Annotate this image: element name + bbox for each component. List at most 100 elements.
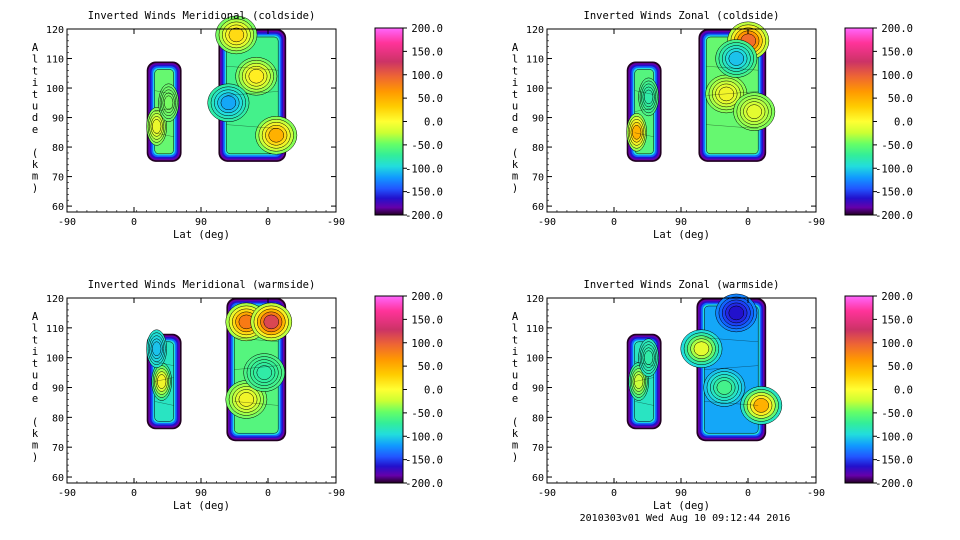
colorbar-label: 100.0 — [881, 338, 913, 350]
contour-line — [704, 337, 759, 343]
colorbar-label: -50.0 — [881, 140, 913, 152]
contour-line — [634, 132, 654, 137]
contour-cell — [228, 27, 245, 43]
y-tick-label: 100 — [46, 354, 64, 365]
x-tick-label: 0 — [131, 217, 137, 228]
colorbar-label: 50.0 — [418, 93, 443, 105]
chart-title: Inverted Winds Meridional (warmside) — [88, 279, 316, 291]
contour-cell — [164, 95, 174, 111]
y-tick-label: 90 — [532, 114, 544, 125]
contour-region — [680, 293, 783, 442]
plot-frame — [66, 297, 337, 484]
contour-line — [704, 401, 759, 406]
x-tick-label: 90 — [675, 488, 687, 499]
colorbar-label: 200.0 — [881, 23, 913, 35]
colorbar-label: 50.0 — [888, 361, 913, 373]
contour-cell — [157, 374, 167, 389]
contour-cell — [248, 68, 265, 84]
contour-cell — [716, 380, 733, 395]
contour-line — [706, 124, 759, 129]
y-tick-label: 70 — [532, 173, 544, 184]
colorbar-label: 200.0 — [881, 291, 913, 303]
x-tick-label: -90 — [538, 217, 556, 228]
contour-region — [207, 15, 298, 162]
y-tick-label: 110 — [46, 55, 64, 66]
x-tick-label: 0 — [131, 488, 137, 499]
colorbar-label: -100.0 — [405, 431, 443, 443]
contour-line — [634, 401, 654, 406]
contour-line — [704, 365, 759, 370]
contour-line — [634, 377, 654, 382]
x-tick-label: 90 — [195, 488, 207, 499]
x-tick-label: 90 — [195, 217, 207, 228]
colorbar-label: 200.0 — [411, 23, 443, 35]
contour-line — [226, 91, 279, 96]
colorbar-label: 100.0 — [881, 70, 913, 82]
colorbar-label: 150.0 — [881, 314, 913, 326]
contour-cell — [634, 374, 644, 389]
y-tick-label: 120 — [46, 294, 64, 305]
contour-line — [154, 107, 174, 112]
colorbar — [374, 295, 404, 484]
contour-region — [146, 61, 182, 162]
y-tick-label: 80 — [532, 143, 544, 154]
y-tick-label: 90 — [52, 384, 64, 395]
contour-line — [706, 91, 759, 96]
plot-frame — [546, 297, 817, 484]
x-tick-label: 0 — [745, 488, 751, 499]
x-tick-label: -90 — [58, 217, 76, 228]
y-tick-label: 90 — [52, 114, 64, 125]
contour-line — [154, 90, 174, 95]
x-axis-label: Lat (deg) — [173, 500, 230, 512]
x-tick-label: -90 — [327, 217, 345, 228]
contour-line — [634, 107, 654, 112]
contour-line — [154, 132, 174, 137]
x-axis-label: Lat (deg) — [173, 229, 230, 241]
colorbar-label: 0.0 — [894, 385, 913, 397]
y-tick-label: 100 — [526, 84, 544, 95]
colorbar-label: 0.0 — [424, 117, 443, 129]
contour-region — [146, 329, 182, 430]
contour-line — [226, 66, 279, 71]
colorbar — [374, 27, 404, 216]
colorbar-label: -200.0 — [405, 210, 443, 222]
timestamp-footer: 2010303v01 Wed Aug 10 09:12:44 2016 — [579, 513, 791, 524]
contour-region — [225, 298, 293, 442]
colorbar-label: -50.0 — [411, 140, 443, 152]
y-tick-label: 70 — [52, 173, 64, 184]
contour-line — [634, 361, 654, 366]
contour-cell — [220, 95, 237, 111]
plot-frame — [546, 28, 817, 213]
x-tick-label: 0 — [265, 217, 271, 228]
contour-line — [154, 377, 174, 382]
y-tick-label: 60 — [532, 473, 544, 484]
y-tick-label: 60 — [52, 202, 64, 213]
colorbar-label: 0.0 — [894, 117, 913, 129]
y-tick-label: 70 — [532, 443, 544, 454]
contour-line — [234, 401, 279, 406]
panel-2: 60 70 80 90 100 110 120 -90 0 90 0 -90 Inverted Wind… — [512, 10, 913, 241]
colorbar-label: -150.0 — [405, 187, 443, 199]
plot-frame — [66, 28, 337, 213]
colorbar-label: -200.0 — [405, 478, 443, 490]
contour-region — [698, 21, 776, 162]
colorbar-label: -150.0 — [875, 455, 913, 467]
y-tick-label: 80 — [52, 143, 64, 154]
contour-cell — [152, 341, 162, 356]
colorbar-label: 100.0 — [411, 70, 443, 82]
panel-1: 60 70 80 90 100 110 120 -90 0 90 0 -90 Inverted Wind… — [32, 10, 443, 241]
x-tick-label: -90 — [807, 488, 825, 499]
contour-cell — [728, 305, 745, 321]
contour-cell — [746, 104, 762, 119]
y-tick-label: 110 — [526, 324, 544, 335]
colorbar-label: 150.0 — [881, 46, 913, 58]
contour-cell — [152, 119, 162, 134]
contour-line — [706, 66, 759, 71]
colorbar-label: -100.0 — [875, 431, 913, 443]
y-tick-label: 100 — [526, 354, 544, 365]
contour-line — [154, 401, 174, 406]
